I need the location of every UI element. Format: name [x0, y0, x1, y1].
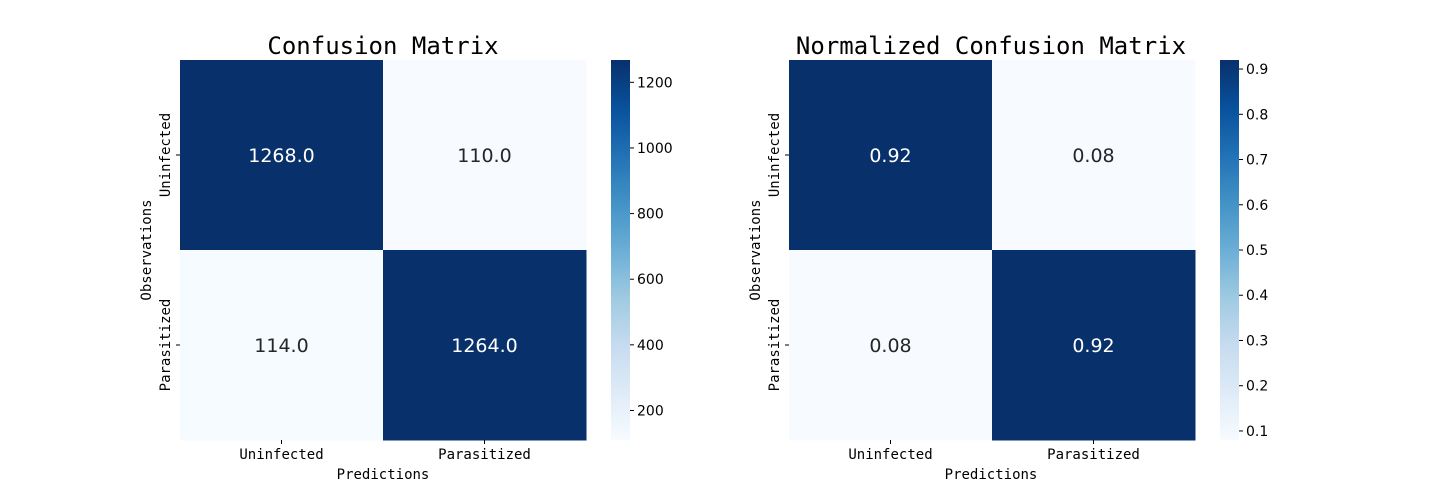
heatmap-cells: 1268.0 110.0 114.0 1264.0 — [180, 60, 587, 441]
y-axis-ticks: Uninfected Parasitized — [158, 113, 180, 392]
colorbar-tick-label: 0.2 — [1246, 379, 1268, 395]
colorbar-tick-label: 0.9 — [1246, 62, 1268, 78]
colorbar-tick-label: 0.6 — [1246, 198, 1268, 214]
heatmap-cell — [180, 250, 384, 441]
chart-title: Normalized Confusion Matrix — [796, 32, 1186, 60]
x-tick-label: Parasitized — [1047, 447, 1140, 463]
colorbar-tick-label: 600 — [637, 272, 664, 288]
y-tick-label: Uninfected — [158, 113, 174, 197]
cell-value-label: 110.0 — [457, 145, 511, 167]
y-axis-label: Observations — [748, 199, 764, 300]
y-tick-label: Parasitized — [767, 299, 783, 392]
colorbar-tick-label: 0.7 — [1246, 153, 1268, 169]
y-axis-label: Observations — [139, 199, 155, 300]
colorbar-tick-label: 0.1 — [1246, 424, 1268, 440]
colorbar-tick-label: 200 — [637, 403, 664, 419]
cell-value-label: 0.92 — [869, 145, 911, 167]
colorbar-ticks: 200 400 600 800 1000 1200 — [630, 75, 673, 419]
x-tick-label: Uninfected — [239, 447, 323, 463]
cell-value-label: 1264.0 — [451, 335, 517, 357]
colorbar-ticks: 0.1 0.2 0.3 0.4 0.5 0.6 0.7 0.8 0.9 — [1239, 62, 1268, 440]
cell-value-label: 0.08 — [1072, 145, 1114, 167]
y-axis-ticks: Uninfected Parasitized — [767, 113, 789, 392]
colorbar-tick-label: 0.8 — [1246, 107, 1268, 123]
y-tick-label: Uninfected — [767, 113, 783, 197]
heatmap-cell — [180, 60, 384, 251]
heatmap-cell — [789, 60, 993, 251]
cell-value-label: 0.08 — [869, 335, 911, 357]
colorbar — [1220, 60, 1239, 440]
x-axis-label: Predictions — [337, 467, 430, 483]
x-axis-ticks: Uninfected Parasitized — [848, 440, 1140, 463]
x-axis-ticks: Uninfected Parasitized — [239, 440, 531, 463]
normalized-confusion-matrix-chart: Normalized Confusion Matrix 0.92 0.08 0.08… — [748, 32, 1268, 483]
heatmap-cell — [992, 60, 1196, 251]
x-tick-label: Uninfected — [848, 447, 932, 463]
x-tick-label: Parasitized — [438, 447, 531, 463]
colorbar-tick-label: 800 — [637, 207, 664, 223]
colorbar-tick-label: 0.4 — [1246, 288, 1268, 304]
colorbar-tick-label: 0.3 — [1246, 333, 1268, 349]
heatmap-cell — [992, 250, 1196, 441]
colorbar-tick-label: 0.5 — [1246, 243, 1268, 259]
heatmap-cells: 0.92 0.08 0.08 0.92 — [789, 60, 1196, 441]
heatmap-cell — [383, 60, 587, 251]
cell-value-label: 0.92 — [1072, 335, 1114, 357]
colorbar-tick-label: 1200 — [637, 75, 673, 91]
heatmap-cell — [789, 250, 993, 441]
colorbar-tick-label: 400 — [637, 338, 664, 354]
colorbar-tick-label: 1000 — [637, 141, 673, 157]
heatmap-cell — [383, 250, 587, 441]
x-axis-label: Predictions — [945, 467, 1038, 483]
y-tick-label: Parasitized — [158, 299, 174, 392]
colorbar — [611, 60, 630, 440]
cell-value-label: 114.0 — [254, 335, 308, 357]
cell-value-label: 1268.0 — [248, 145, 314, 167]
chart-title: Confusion Matrix — [267, 32, 498, 60]
